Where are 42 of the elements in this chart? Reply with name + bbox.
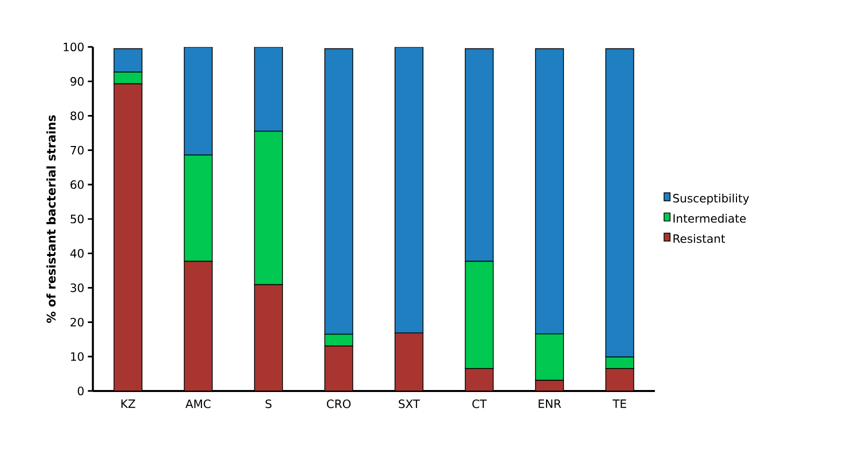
x-tick-label: AMC — [185, 400, 210, 408]
bar — [464, 48, 494, 262]
legend-label: Intermediate — [674, 214, 746, 223]
x-tick-label: S — [266, 400, 272, 408]
legend-label: Resistant — [674, 234, 726, 243]
bar — [535, 48, 564, 334]
bar — [536, 380, 564, 391]
y-tick-label: 80 — [70, 111, 84, 120]
y-tick-label: 50 — [70, 214, 84, 224]
bar — [184, 260, 213, 391]
x-tick-label: ENR — [538, 400, 562, 408]
y-tick-label: 0 — [78, 386, 84, 396]
y-tick-label: 90 — [70, 77, 84, 86]
legend-label: Susceptibility — [673, 194, 750, 205]
y-tick-label: 100 — [64, 42, 84, 52]
bar — [114, 48, 142, 72]
x-tick-label: CRO — [326, 400, 351, 408]
bar — [605, 368, 634, 391]
y-tick-label: 40 — [70, 249, 84, 258]
bar — [394, 46, 424, 334]
bar — [324, 48, 354, 335]
bar — [254, 46, 283, 132]
y-tick-label: 20 — [70, 318, 84, 327]
bar — [394, 332, 424, 391]
bar — [605, 48, 634, 358]
y-tick-label: 30 — [70, 283, 84, 292]
x-tick-label: KZ — [121, 400, 136, 408]
y-tick-label: 60 — [70, 180, 84, 189]
bar — [254, 130, 283, 286]
y-axis-title: % of resistant bacterial strains — [46, 115, 56, 323]
bar — [114, 83, 142, 391]
x-tick-label: CT — [472, 400, 487, 408]
bar — [464, 368, 494, 391]
bar — [184, 154, 213, 262]
bar — [324, 334, 354, 346]
x-tick-label: TE — [612, 400, 626, 408]
bar — [184, 46, 213, 156]
x-tick-label: SXT — [398, 400, 420, 408]
y-tick-label: 10 — [71, 352, 84, 361]
bar — [254, 284, 283, 391]
y-tick-label: 70 — [70, 146, 84, 155]
bar — [324, 346, 354, 391]
